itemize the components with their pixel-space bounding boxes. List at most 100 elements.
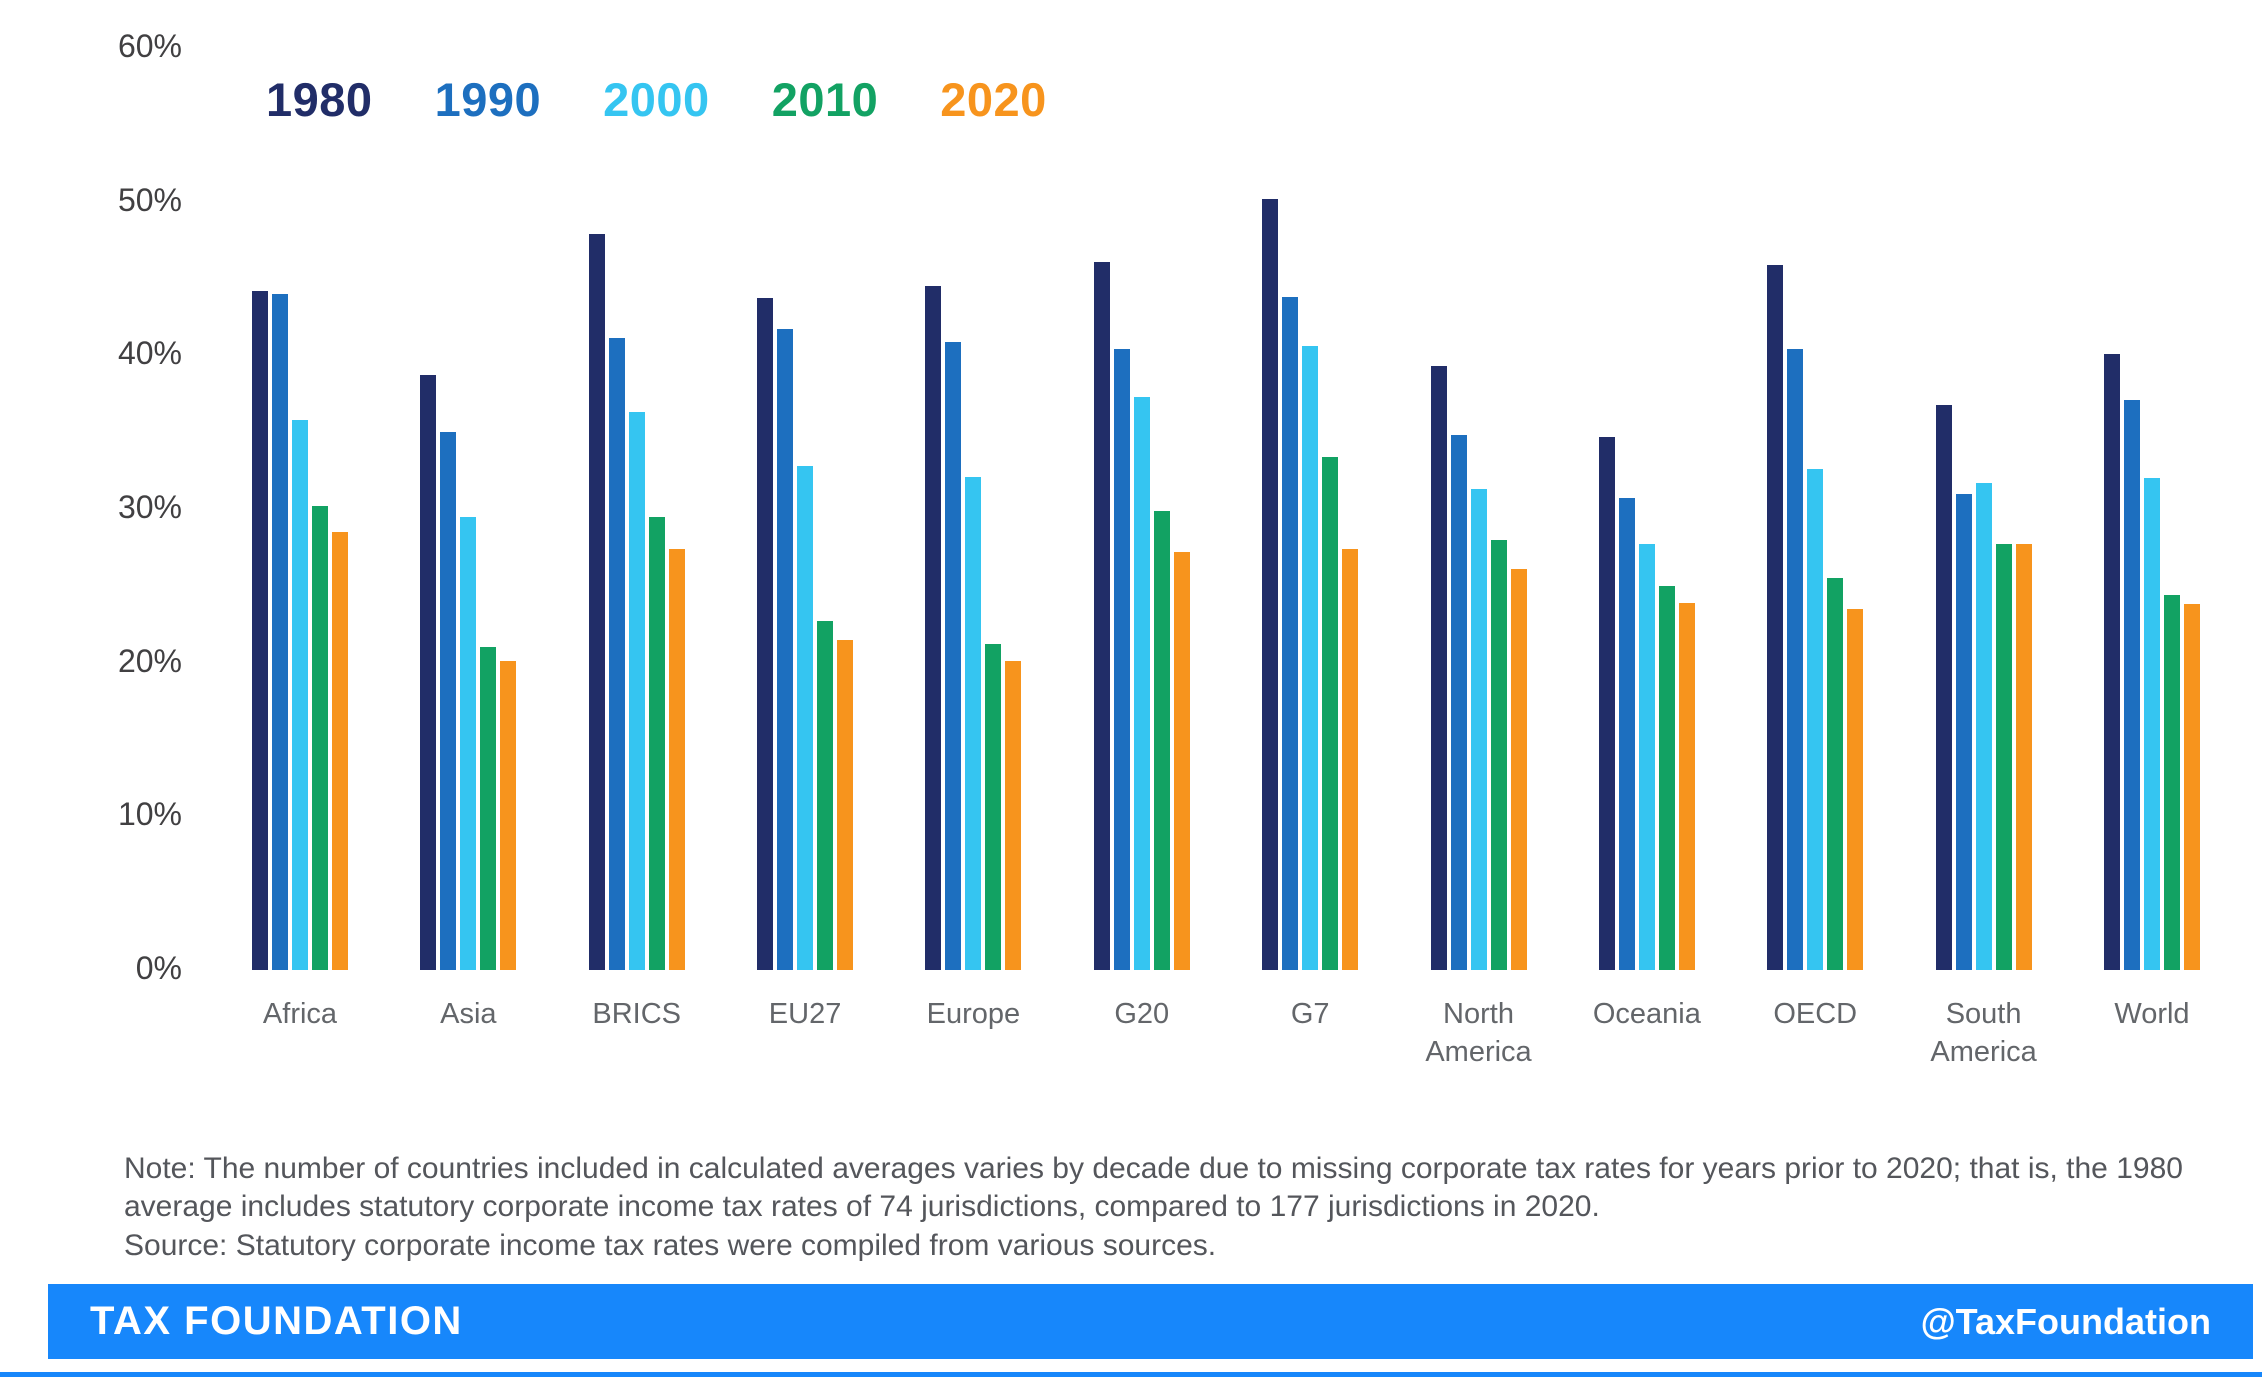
y-tick-label: 0% bbox=[135, 950, 182, 986]
bar-2010 bbox=[1827, 578, 1844, 970]
bar-2010 bbox=[312, 506, 328, 970]
bar-2020 bbox=[1678, 603, 1695, 970]
bar-2010 bbox=[480, 647, 497, 970]
bar-1980 bbox=[1935, 405, 1952, 970]
bar-group: Europe bbox=[925, 48, 1022, 1030]
legend-item: 2010 bbox=[771, 73, 879, 126]
brand-name: TAX FOUNDATION bbox=[90, 1299, 463, 1343]
x-axis-label: EU27 bbox=[768, 998, 842, 1030]
bar-2010 bbox=[1658, 586, 1675, 970]
bar-2000 bbox=[1807, 469, 1824, 970]
x-axis-label: World bbox=[2114, 998, 2190, 1030]
bar-1980 bbox=[925, 286, 942, 970]
legend-item: 2020 bbox=[940, 73, 1047, 126]
legend-item: 2000 bbox=[603, 73, 710, 126]
x-axis-label: G20 bbox=[1114, 998, 1170, 1030]
bar-2020 bbox=[837, 640, 854, 970]
bar-2010 bbox=[817, 621, 834, 970]
bar-group: EU27 bbox=[757, 48, 854, 1030]
bar-2020 bbox=[332, 532, 348, 970]
bar-2010 bbox=[1153, 511, 1170, 970]
bar-2000 bbox=[628, 412, 645, 970]
bar-2020 bbox=[1005, 661, 1022, 970]
bar-2020 bbox=[1173, 552, 1190, 970]
bar-2010 bbox=[985, 644, 1002, 970]
bar-2020 bbox=[1847, 609, 1864, 970]
bar-1990 bbox=[1787, 349, 1804, 970]
bar-2000 bbox=[1638, 544, 1655, 970]
bar-2000 bbox=[1470, 489, 1487, 970]
bar-1990 bbox=[1450, 435, 1467, 970]
y-tick-label: 20% bbox=[117, 642, 182, 679]
note-text: Note: The number of countries included i… bbox=[124, 1152, 2183, 1224]
bar-group: Africa bbox=[252, 48, 348, 1030]
bar-2000 bbox=[460, 517, 477, 970]
bar-2000 bbox=[1975, 483, 1992, 970]
y-tick-label: 50% bbox=[117, 181, 182, 218]
bar-2000 bbox=[1302, 346, 1319, 970]
bar-1990 bbox=[272, 294, 288, 970]
bar-group: BRICS bbox=[588, 48, 685, 1030]
y-tick-label: 10% bbox=[117, 796, 182, 833]
bar-1990 bbox=[1113, 349, 1130, 970]
x-axis-label: Asia bbox=[440, 998, 497, 1030]
y-tick-label: 40% bbox=[117, 335, 182, 372]
bar-1980 bbox=[252, 291, 268, 970]
legend-item: 1990 bbox=[434, 73, 542, 126]
bar-2020 bbox=[1510, 569, 1527, 970]
y-tick-label: 60% bbox=[117, 28, 182, 64]
x-axis-label: South America bbox=[1930, 998, 2037, 1068]
x-axis-label: North America bbox=[1425, 998, 1532, 1068]
bar-group: Asia bbox=[420, 48, 517, 1030]
bar-2010 bbox=[1322, 457, 1339, 970]
bar-1990 bbox=[2123, 400, 2140, 970]
bar-2020 bbox=[2015, 544, 2032, 970]
bar-2010 bbox=[1995, 544, 2012, 970]
footer-bar: TAX FOUNDATION @TaxFoundation bbox=[48, 1284, 2253, 1359]
x-axis-label: Europe bbox=[926, 998, 1021, 1030]
legend: 1980 1990 2000 2010 2020 bbox=[266, 72, 1047, 127]
bar-group: G7 bbox=[1262, 48, 1359, 1030]
plot-area: 1980 1990 2000 2010 2020 Africa Asia BRICS EU27… bbox=[230, 48, 2222, 1068]
bar-group: G20 bbox=[1093, 48, 1190, 1030]
bar-1980 bbox=[420, 375, 437, 970]
x-axis-label: G7 bbox=[1290, 998, 1330, 1030]
bar-group: South America bbox=[1930, 48, 2037, 1068]
x-axis-label: Oceania bbox=[1592, 998, 1701, 1030]
bar-1990 bbox=[440, 432, 457, 970]
bar-1980 bbox=[757, 298, 774, 970]
bar-1990 bbox=[945, 342, 962, 970]
bar-group: Oceania bbox=[1593, 48, 1701, 1030]
bar-groups: Africa Asia BRICS EU27 Europe G20 G7 North Amer… bbox=[230, 48, 2222, 1068]
bar-2000 bbox=[2143, 478, 2160, 970]
legend-item: 1980 bbox=[266, 73, 373, 126]
bar-group: World bbox=[2103, 48, 2200, 1030]
bar-1980 bbox=[1262, 199, 1279, 970]
x-axis-label: Africa bbox=[262, 998, 338, 1030]
bar-1990 bbox=[1955, 494, 1972, 970]
note-block: Note: The number of countries included i… bbox=[124, 1150, 2184, 1265]
bar-1980 bbox=[1598, 437, 1615, 970]
bar-2000 bbox=[292, 420, 308, 970]
bar-1980 bbox=[1430, 366, 1447, 970]
bar-2020 bbox=[2183, 604, 2200, 970]
source-text: Source: Statutory corporate income tax r… bbox=[124, 1228, 1217, 1262]
bar-1990 bbox=[777, 329, 794, 970]
bar-1980 bbox=[1767, 265, 1784, 970]
bar-2010 bbox=[2163, 595, 2180, 970]
x-axis-label: OECD bbox=[1773, 998, 1858, 1030]
bar-2020 bbox=[668, 549, 685, 970]
bar-1990 bbox=[1282, 297, 1299, 970]
bar-group: OECD bbox=[1767, 48, 1864, 1030]
bar-1980 bbox=[588, 234, 605, 970]
y-tick-label: 30% bbox=[117, 489, 182, 525]
bar-2010 bbox=[1490, 540, 1507, 970]
y-axis: 60% 50% 40% 30% 20% 10% 0% bbox=[0, 28, 200, 986]
bar-1980 bbox=[1093, 262, 1110, 970]
bar-1990 bbox=[1618, 498, 1635, 970]
social-handle: @TaxFoundation bbox=[1920, 1300, 2211, 1342]
x-axis-label: BRICS bbox=[592, 998, 682, 1030]
bar-1980 bbox=[2103, 354, 2120, 970]
bar-2000 bbox=[797, 466, 814, 970]
